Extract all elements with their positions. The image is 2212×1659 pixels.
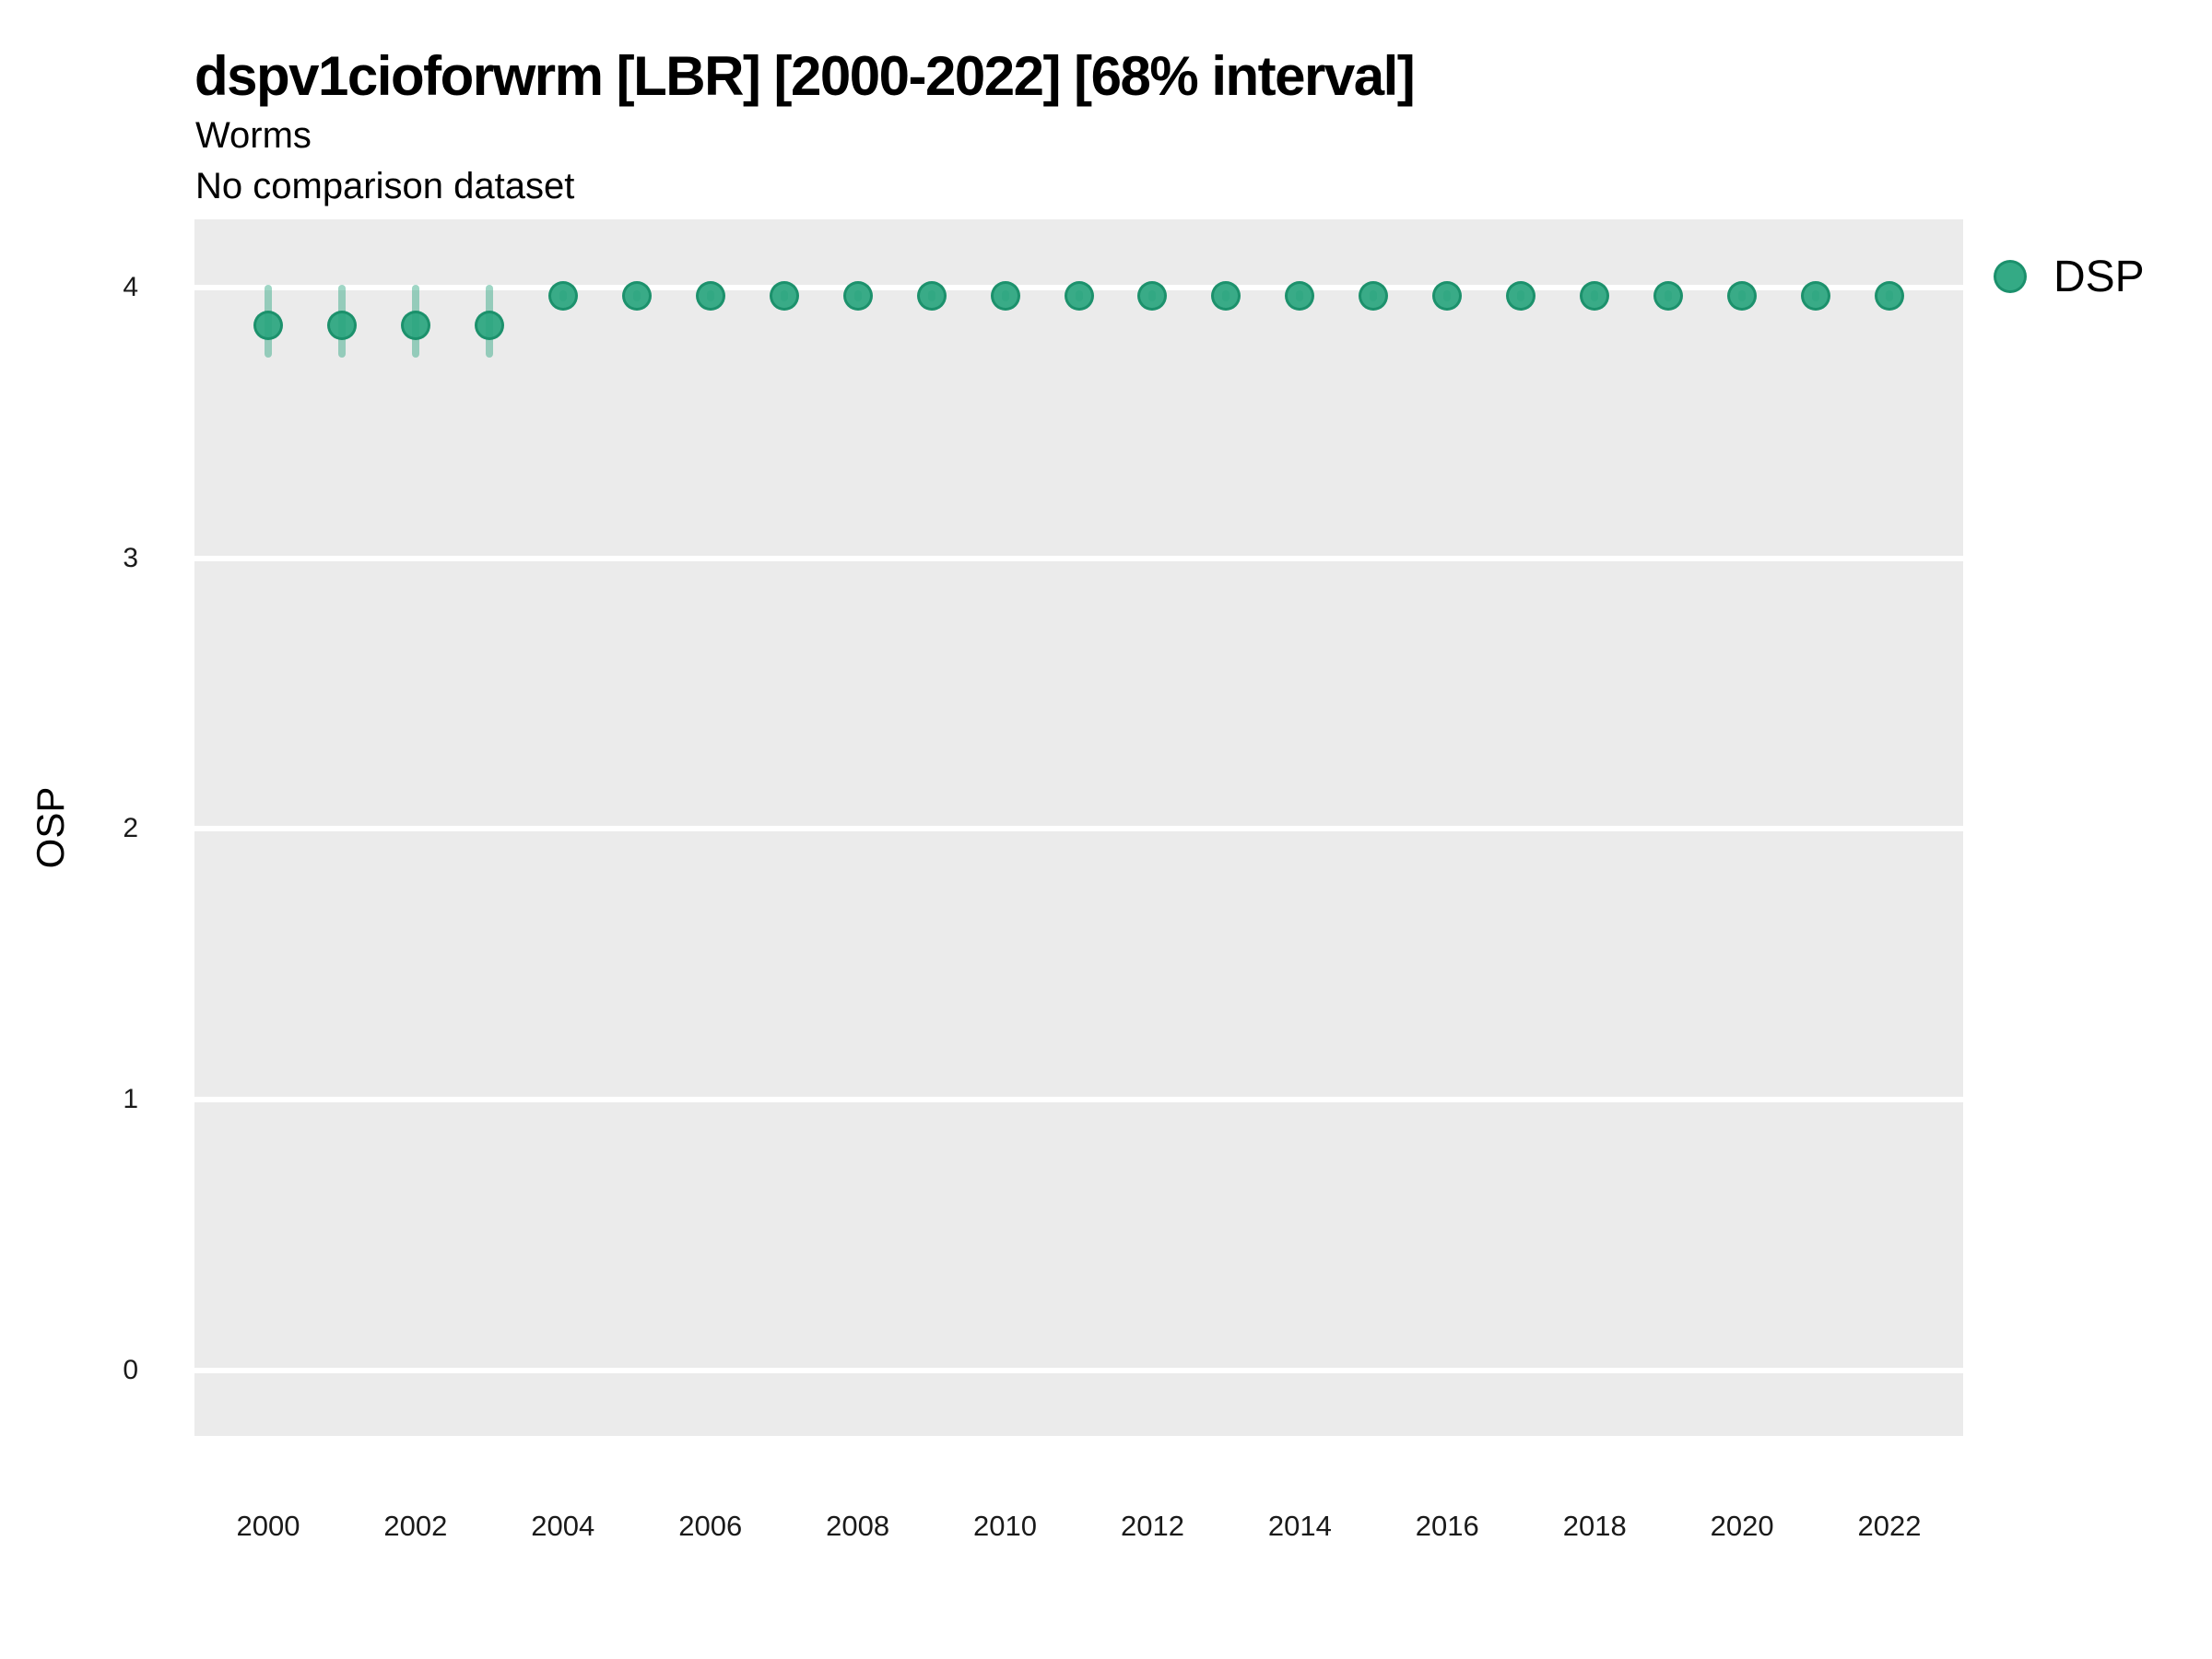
data-point-2010 — [990, 280, 1020, 311]
x-tick-label-2004: 2004 — [531, 1510, 595, 1542]
data-point-2016 — [1432, 280, 1463, 311]
y-tick-label-2: 2 — [123, 813, 138, 844]
data-point-2001 — [326, 311, 357, 341]
x-tick-label-2018: 2018 — [1562, 1510, 1627, 1542]
data-point-2014 — [1285, 280, 1315, 311]
chart-subtitle-line1: Worms — [195, 115, 312, 156]
x-tick-label-2014: 2014 — [1267, 1510, 1332, 1542]
data-point-2007 — [769, 280, 799, 311]
y-tick-label-0: 0 — [123, 1354, 138, 1385]
gridline-y-1 — [194, 1097, 1963, 1103]
x-tick-label-2022: 2022 — [1857, 1510, 1922, 1542]
legend: DSP — [1994, 247, 2145, 306]
data-point-2006 — [695, 280, 725, 311]
legend-marker-icon — [1994, 260, 2027, 293]
data-point-2022 — [1875, 280, 1905, 311]
data-point-2003 — [474, 311, 504, 341]
legend-label: DSP — [2053, 252, 2145, 301]
chart-subtitle-line2: No comparison dataset — [195, 166, 575, 206]
data-point-2017 — [1506, 280, 1536, 311]
x-tick-label-2006: 2006 — [678, 1510, 743, 1542]
y-tick-label-4: 4 — [123, 272, 138, 303]
data-point-2000 — [253, 311, 283, 341]
x-tick-label-2020: 2020 — [1710, 1510, 1774, 1542]
data-point-2011 — [1064, 280, 1094, 311]
data-point-2018 — [1580, 280, 1610, 311]
gridline-y-0 — [194, 1367, 1963, 1373]
data-point-2015 — [1359, 280, 1389, 311]
data-point-2012 — [1137, 280, 1168, 311]
gridline-y-2 — [194, 826, 1963, 832]
x-tick-label-2008: 2008 — [826, 1510, 890, 1542]
y-tick-label-3: 3 — [123, 542, 138, 573]
x-tick-label-2002: 2002 — [383, 1510, 448, 1542]
data-point-2008 — [842, 280, 873, 311]
y-tick-label-1: 1 — [123, 1084, 138, 1115]
data-point-2005 — [621, 280, 652, 311]
chart-subtitle: Worms No comparison dataset — [195, 111, 574, 212]
gridline-y-3 — [194, 555, 1963, 561]
x-tick-label-2000: 2000 — [236, 1510, 300, 1542]
data-point-2020 — [1727, 280, 1758, 311]
plot-panel — [194, 219, 1963, 1436]
data-point-2004 — [547, 280, 578, 311]
data-point-2019 — [1653, 280, 1684, 311]
data-point-2013 — [1211, 280, 1241, 311]
data-point-2021 — [1801, 280, 1831, 311]
chart-title: dspv1cioforwrm [LBR] [2000-2022] [68% in… — [194, 45, 1416, 107]
x-tick-label-2016: 2016 — [1415, 1510, 1479, 1542]
data-point-2002 — [400, 311, 430, 341]
x-tick-label-2010: 2010 — [973, 1510, 1038, 1542]
data-point-2009 — [916, 280, 947, 311]
x-tick-label-2012: 2012 — [1120, 1510, 1184, 1542]
